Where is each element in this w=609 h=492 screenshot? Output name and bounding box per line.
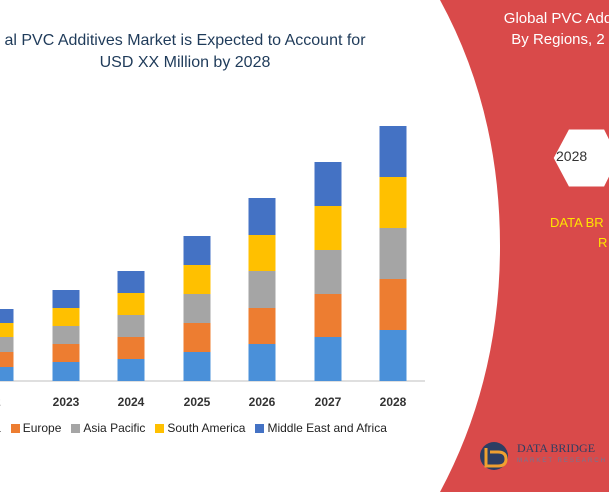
bar-2022-series-1 — [0, 352, 14, 367]
bar-2025-series-4 — [183, 236, 211, 265]
chart-title-line1: al PVC Additives Market is Expected to A… — [4, 32, 366, 49]
right-title-line1: Global PVC Add — [503, 10, 609, 27]
bar-2026-series-4 — [248, 198, 276, 235]
legend-swatch — [10, 424, 20, 433]
bar-2024-series-0 — [117, 359, 145, 381]
bars-group — [0, 126, 407, 381]
legend-swatch — [155, 424, 165, 433]
bar-2028-series-2 — [379, 228, 407, 279]
x-tick-label: 2027 — [314, 395, 342, 409]
x-tick-label: 2028 — [379, 395, 407, 409]
bar-2027-series-1 — [314, 294, 342, 337]
legend-item: ca — [0, 421, 1, 435]
bar-2022-series-2 — [0, 337, 14, 352]
bar-2026-series-3 — [248, 235, 276, 271]
bar-2024-series-3 — [117, 293, 145, 315]
bar-2024-series-1 — [117, 337, 145, 359]
bar-2027-series-2 — [314, 250, 342, 294]
logo-name: DATA BRIDGE — [517, 441, 596, 455]
bar-2024-series-4 — [117, 271, 145, 293]
x-tick-label: 2024 — [117, 395, 145, 409]
legend-item: South America — [145, 421, 245, 435]
legend-label: Middle East and Africa — [267, 421, 387, 435]
bar-2024-series-2 — [117, 315, 145, 337]
x-tick-label: 22 — [0, 395, 14, 409]
legend-item: Europe — [1, 421, 62, 435]
bar-2028-series-1 — [379, 279, 407, 330]
bar-2023-series-1 — [52, 344, 80, 362]
bar-2025-series-1 — [183, 323, 211, 352]
legend-label: South America — [167, 421, 246, 435]
bar-2025-series-2 — [183, 294, 211, 323]
right-panel-title: Global PVC Add By Regions, 2 — [478, 8, 609, 50]
brand-text: DATA BR R — [550, 213, 607, 253]
legend-label: Asia Pacific — [83, 421, 146, 435]
legend-item: Middle East and Africa — [245, 421, 387, 435]
hex-year-label: 2028 — [556, 148, 588, 164]
bar-2026-series-1 — [248, 308, 276, 344]
legend-item: Asia Pacific — [61, 421, 145, 435]
bar-2023-series-4 — [52, 290, 80, 308]
bar-2022-series-3 — [0, 323, 14, 337]
legend-swatch — [255, 424, 265, 433]
bar-2026-series-0 — [248, 344, 276, 381]
right-panel — [440, 0, 609, 492]
bar-2023-series-2 — [52, 326, 80, 344]
chart-title-line2: USD XX Million by 2028 — [99, 54, 271, 71]
hexagon-icon — [550, 126, 609, 190]
legend: ca Europe Asia Pacific South America Middle … — [0, 421, 387, 435]
right-title-line2: By Regions, 2 — [511, 31, 605, 48]
logo-tagline: MARKET RESEARCH — [517, 458, 607, 464]
x-tick-label: 2025 — [183, 395, 211, 409]
bar-2023-series-3 — [52, 308, 80, 326]
bar-2027-series-3 — [314, 206, 342, 250]
brand-line2: R — [598, 235, 608, 250]
legend-label: Europe — [22, 421, 62, 435]
brand-line1: DATA BR — [550, 215, 604, 230]
bar-2025-series-3 — [183, 265, 211, 294]
x-tick-label: 2026 — [248, 395, 276, 409]
bar-2027-series-4 — [314, 162, 342, 206]
data-bridge-logo-icon — [480, 442, 508, 470]
bar-2028-series-4 — [379, 126, 407, 177]
bar-2025-series-0 — [183, 352, 211, 381]
bar-2028-series-0 — [379, 330, 407, 381]
bar-2022-series-4 — [0, 309, 14, 323]
bar-2026-series-2 — [248, 271, 276, 308]
chart-title: al PVC Additives Market is Expected to A… — [0, 30, 410, 74]
x-tick-label: 2023 — [52, 395, 80, 409]
bar-2022-series-0 — [0, 367, 14, 381]
legend-swatch — [71, 424, 81, 433]
bar-2023-series-0 — [52, 362, 80, 381]
bar-2027-series-0 — [314, 337, 342, 381]
bar-2028-series-3 — [379, 177, 407, 228]
legend-label: ca — [0, 421, 1, 435]
